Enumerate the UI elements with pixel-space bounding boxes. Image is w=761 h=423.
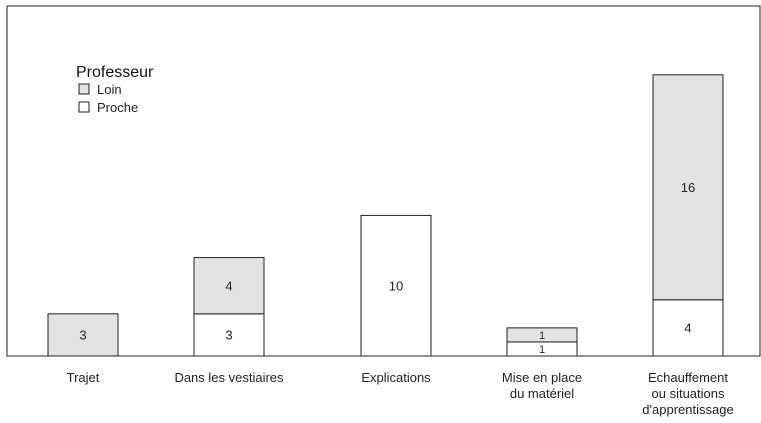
bar-loin-1	[193, 257, 265, 315]
x-tick-label-0-0: Trajet	[67, 370, 100, 385]
value-label-proche-3: 1	[539, 344, 545, 356]
bar-loin-4	[652, 74, 724, 301]
bar-proche-1	[193, 313, 265, 357]
bar-loin-3	[506, 327, 578, 343]
bar-loin-0	[47, 313, 119, 357]
x-axis-labels: Trajet Dans les vestiaires Explications Mis…	[67, 370, 734, 417]
legend-swatch-loin	[78, 83, 90, 95]
value-label-proche-4: 4	[684, 321, 691, 336]
x-tick-label-4-1: ou situations	[652, 386, 725, 401]
x-tick-label-1-0: Dans les vestiaires	[174, 370, 284, 385]
x-tick-label-4-2: d'apprentissage	[642, 402, 733, 417]
value-label-loin-3: 1	[539, 330, 545, 342]
bar-proche-4	[652, 299, 724, 357]
legend-label-loin: Loin	[97, 82, 122, 97]
legend-title: Professeur	[76, 64, 154, 81]
x-tick-label-3-1: du matériel	[510, 386, 574, 401]
value-label-proche-2: 10	[389, 278, 403, 293]
legend: Professeur Loin Proche	[76, 64, 154, 115]
bar-proche-2	[360, 214, 432, 357]
value-label-loin-0: 3	[79, 328, 86, 343]
x-tick-label-2-0: Explications	[361, 370, 431, 385]
legend-label-proche: Proche	[97, 100, 138, 115]
value-label-loin-1: 4	[225, 278, 232, 293]
value-label-proche-1: 3	[225, 328, 232, 343]
legend-swatch-proche	[78, 101, 90, 113]
bars-group: 3 3 4 10 1 1 4 16	[47, 74, 724, 357]
x-tick-label-4-0: Echauffement	[648, 370, 728, 385]
x-tick-label-3-0: Mise en place	[502, 370, 582, 385]
value-label-loin-4: 16	[681, 180, 695, 195]
